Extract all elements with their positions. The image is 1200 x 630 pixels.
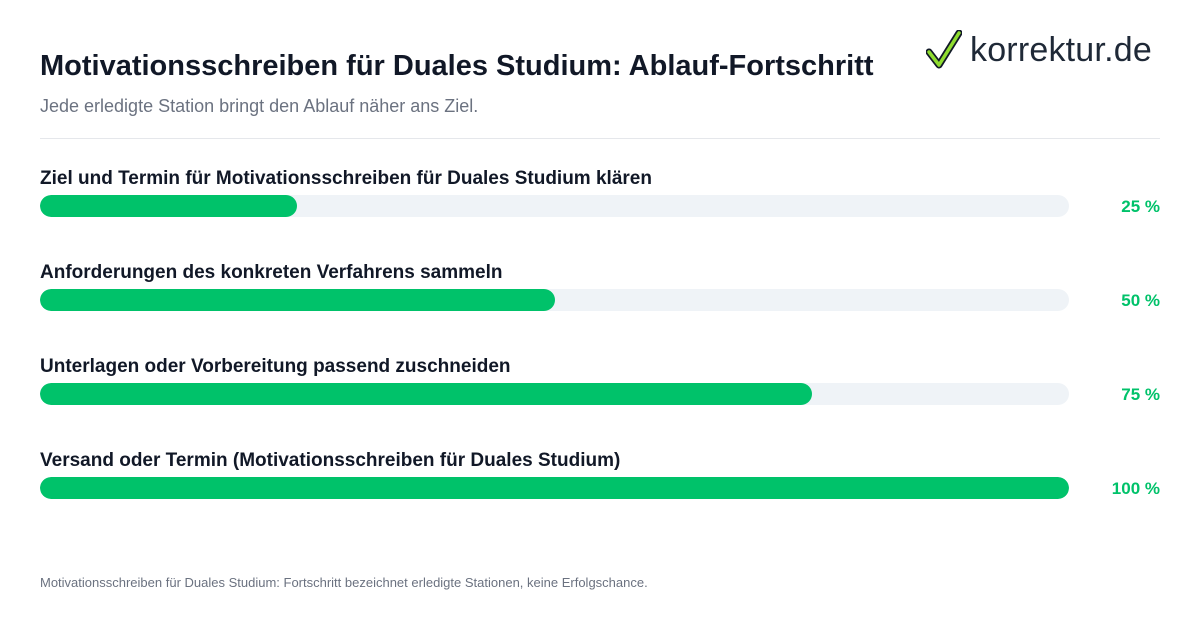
step-label: Unterlagen oder Vorbereitung passend zus…	[40, 356, 511, 377]
progress-step: Unterlagen oder Vorbereitung passend zus…	[40, 356, 1160, 426]
progress-track	[40, 289, 1069, 311]
step-label: Ziel und Termin für Motivationsschreiben…	[40, 168, 652, 189]
progress-bar	[40, 477, 1069, 499]
progress-track	[40, 477, 1069, 499]
step-label: Anforderungen des konkreten Verfahrens s…	[40, 262, 503, 283]
progress-bar	[40, 195, 298, 217]
progress-step: Ziel und Termin für Motivationsschreiben…	[40, 168, 1160, 238]
progress-value-label: 75 %	[1121, 385, 1160, 404]
progress-value-label: 25 %	[1121, 197, 1160, 216]
progress-value-label: 50 %	[1121, 291, 1160, 310]
progress-bar	[40, 383, 812, 405]
chart-subtitle: Jede erledigte Station bringt den Ablauf…	[40, 96, 479, 116]
brand-logo: korrektur.de	[926, 30, 1152, 70]
progress-bar	[40, 289, 555, 311]
checkmark-icon	[926, 30, 962, 69]
chart-title: Motivationsschreiben für Duales Studium:…	[40, 50, 874, 82]
footnote: Motivationsschreiben für Duales Studium:…	[40, 575, 648, 590]
progress-value-label: 100 %	[1111, 479, 1160, 498]
logo-text: korrektur.de	[970, 30, 1152, 69]
step-label: Versand oder Termin (Motivationsschreibe…	[40, 450, 621, 471]
progress-track	[40, 383, 1069, 405]
progress-step: Versand oder Termin (Motivationsschreibe…	[40, 450, 1160, 520]
header-divider	[40, 138, 1160, 139]
progress-step: Anforderungen des konkreten Verfahrens s…	[40, 262, 1160, 332]
progress-track	[40, 195, 1069, 217]
